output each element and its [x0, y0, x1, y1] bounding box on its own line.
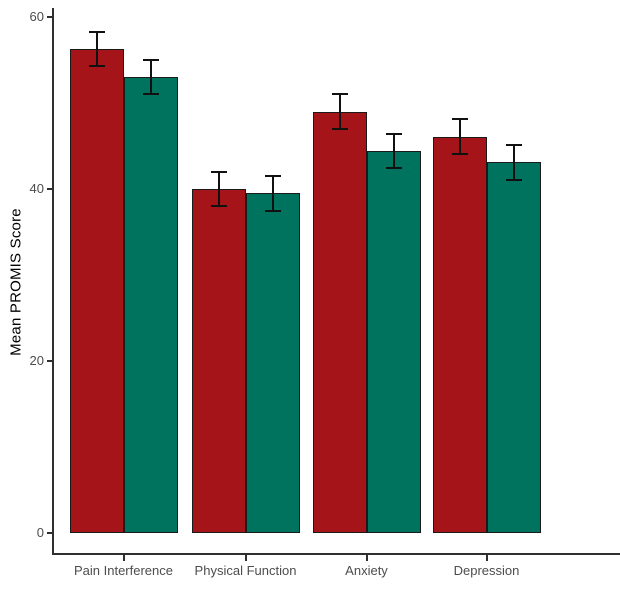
error-bar-cap: [210, 170, 227, 173]
error-bar-cap: [142, 93, 159, 96]
error-bar-line: [392, 133, 395, 169]
error-bar-line: [338, 94, 341, 129]
error-bar-cap: [331, 127, 348, 130]
x-category-label: Depression: [453, 563, 520, 578]
error-bar-cap: [264, 175, 281, 178]
bar: [245, 193, 300, 533]
y-tick-mark: [47, 360, 53, 362]
bar: [69, 48, 124, 533]
error-bar-cap: [210, 205, 227, 208]
y-tick-label: 60: [29, 9, 44, 24]
x-tick-mark: [485, 555, 488, 561]
error-bar-cap: [505, 144, 522, 147]
x-tick-mark: [365, 555, 368, 561]
error-bar-line: [95, 31, 98, 66]
error-bar-cap: [505, 178, 522, 181]
error-bar-line: [512, 145, 515, 180]
error-bar-cap: [385, 132, 402, 135]
x-axis-line: [52, 553, 620, 555]
y-axis-line: [52, 8, 54, 555]
bar: [486, 162, 541, 533]
y-tick-mark: [47, 532, 53, 534]
y-axis-title: Mean PROMIS Score: [7, 208, 25, 356]
y-tick-label: 0: [36, 525, 44, 540]
error-bar-cap: [142, 59, 159, 61]
error-bar-cap: [451, 152, 468, 155]
x-category-label: Pain Interference: [73, 563, 173, 578]
error-bar-cap: [331, 93, 348, 96]
error-bar-cap: [451, 118, 468, 121]
error-bar-cap: [88, 30, 105, 33]
bar: [312, 111, 367, 533]
error-bar-line: [458, 119, 461, 154]
y-tick-mark: [47, 16, 53, 18]
x-tick-mark: [244, 555, 247, 561]
y-tick-mark: [47, 188, 53, 190]
bar: [191, 189, 246, 533]
y-tick-label: 40: [29, 181, 44, 196]
bar: [123, 77, 178, 533]
error-bar-line: [149, 60, 152, 95]
error-bar-line: [217, 171, 220, 207]
error-bar-line: [271, 176, 274, 211]
x-category-label: Anxiety: [345, 563, 388, 578]
x-category-label: Physical Function: [194, 563, 297, 578]
error-bar-cap: [264, 209, 281, 212]
error-bar-cap: [88, 65, 105, 68]
bar: [432, 136, 487, 533]
x-tick-mark: [122, 555, 125, 561]
error-bar-cap: [385, 167, 402, 170]
y-tick-label: 20: [29, 353, 44, 368]
bar: [366, 151, 421, 533]
